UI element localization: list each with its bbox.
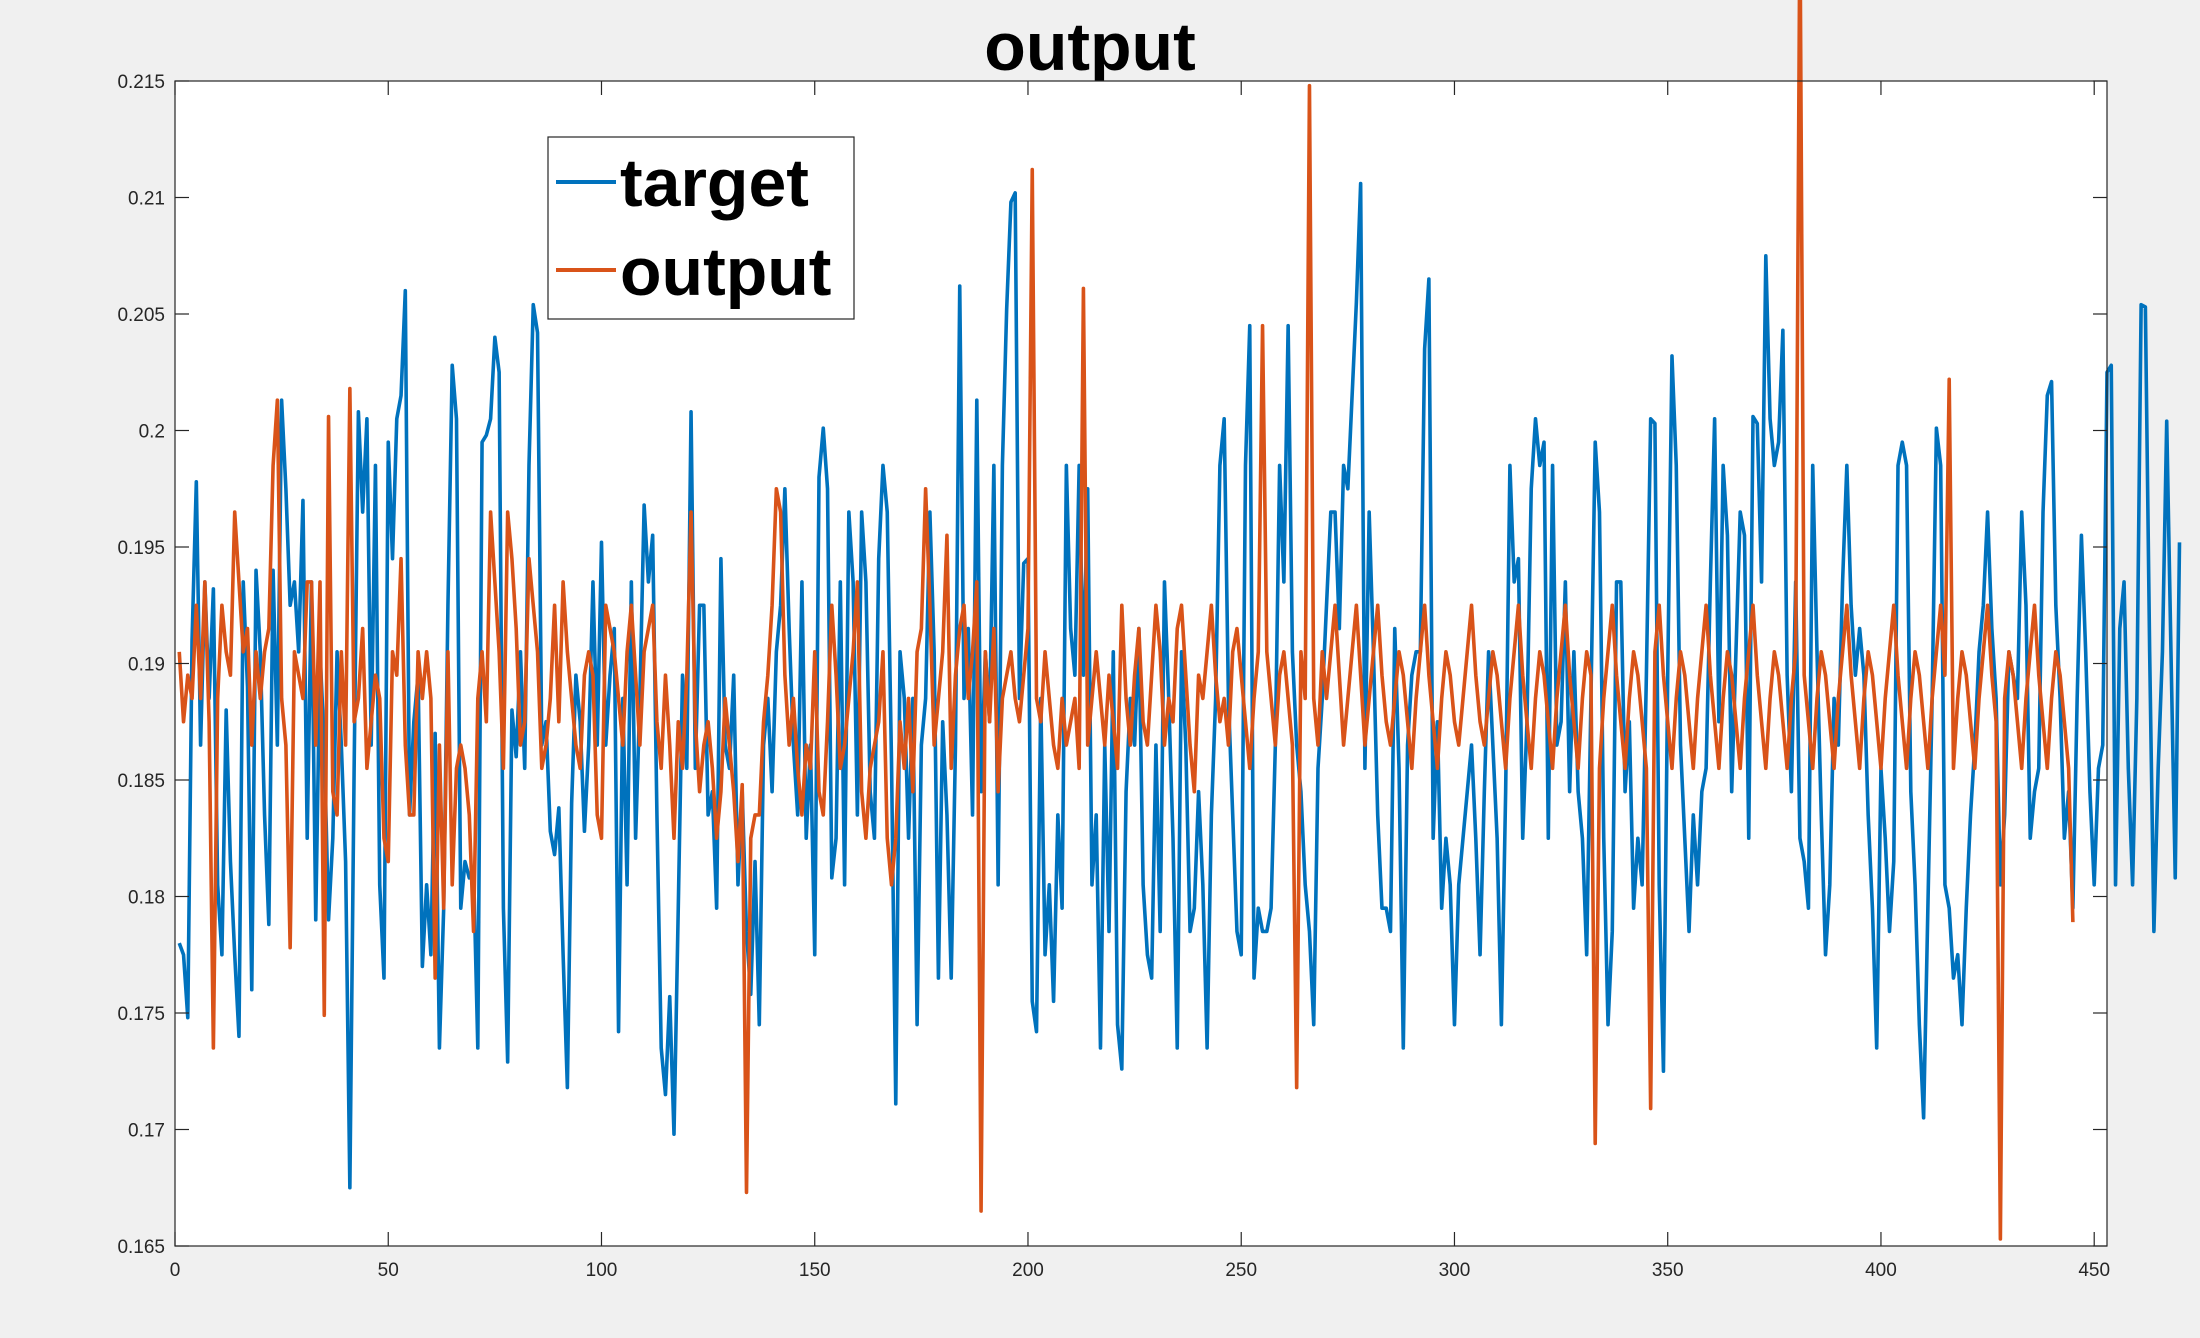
x-tick-label: 250 [1225, 1260, 1257, 1281]
x-tick-label: 150 [799, 1260, 831, 1281]
y-tick-label: 0.215 [117, 72, 165, 93]
legend-label-target: target [620, 145, 809, 221]
y-tick-label: 0.195 [117, 538, 165, 559]
x-tick-label: 200 [1012, 1260, 1044, 1281]
x-tick-label: 0 [170, 1260, 181, 1281]
y-tick-label: 0.165 [117, 1237, 165, 1258]
x-tick-label: 100 [586, 1260, 618, 1281]
legend-box [547, 136, 855, 320]
y-tick-label: 0.2 [139, 422, 165, 443]
y-tick-label: 0.185 [117, 771, 165, 792]
x-tick-label: 300 [1439, 1260, 1471, 1281]
y-tick-label: 0.17 [128, 1121, 165, 1142]
x-tick-label: 50 [378, 1260, 399, 1281]
ticks-layer: 0 50 100 150 200 250 300 350 400 450 0.165 0.17 0.17… [117, 72, 2110, 1281]
series-line-output [177, 0, 2075, 1241]
chart-title: output [984, 9, 1195, 85]
y-tick-label: 0.19 [128, 655, 165, 676]
x-tick-label: 400 [1865, 1260, 1897, 1281]
series-line-target [177, 181, 2182, 1190]
y-tick-label: 0.21 [128, 189, 165, 210]
y-tick-label: 0.18 [128, 888, 165, 909]
legend-label-output: output [620, 234, 831, 310]
x-tick-label: 350 [1652, 1260, 1684, 1281]
x-tick-label: 450 [2078, 1260, 2110, 1281]
series-layer [177, 0, 2182, 1241]
y-tick-label: 0.205 [117, 305, 165, 326]
y-tick-label: 0.175 [117, 1004, 165, 1025]
legend: target output [547, 136, 855, 320]
